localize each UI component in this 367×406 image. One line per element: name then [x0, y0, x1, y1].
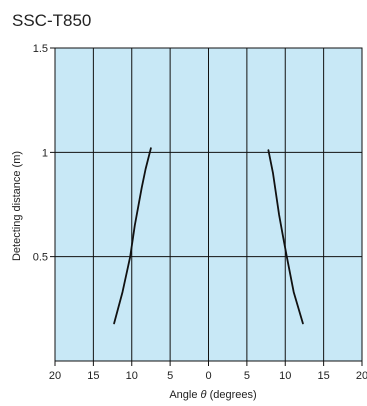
x-tick-label: 20: [356, 370, 367, 382]
x-tick-labels: 20 15 10 5 0 5 10 15 20: [49, 370, 367, 382]
x-tick-label: 20: [49, 370, 61, 382]
x-axis-label-prefix: Angle: [169, 389, 200, 401]
x-tick-label: 15: [318, 370, 330, 382]
chart-title: SSC-T850: [12, 11, 91, 30]
series-line-1: [113, 147, 152, 325]
y-tick-label: 1: [42, 147, 48, 159]
y-axis-label: Detecting distance (m): [11, 151, 23, 261]
x-axis-label-suffix: (degrees): [207, 389, 257, 401]
y-tick-label: 1.5: [33, 43, 48, 55]
x-axis-label-theta: θ: [201, 389, 207, 401]
x-tick-label: 15: [87, 370, 99, 382]
plot-border: [54, 47, 363, 362]
x-axis-label: Angle θ (degrees): [169, 389, 256, 401]
y-tick-label: 0.5: [33, 252, 48, 264]
x-tick-label: 10: [279, 370, 291, 382]
x-tick-label: 5: [244, 370, 250, 382]
x-tick-label: 5: [167, 370, 173, 382]
y-tick-labels: 0.5 1 1.5: [33, 43, 48, 264]
x-tick-label: 10: [126, 370, 138, 382]
series-line-2: [267, 149, 304, 325]
x-tick-label: 0: [205, 370, 211, 382]
series-lines: [113, 147, 304, 325]
